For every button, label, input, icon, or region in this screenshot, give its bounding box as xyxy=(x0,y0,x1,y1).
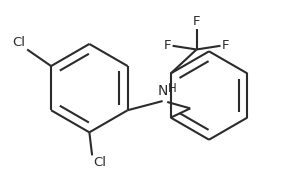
Text: F: F xyxy=(193,15,200,28)
Text: F: F xyxy=(164,39,172,52)
Text: N: N xyxy=(158,84,168,98)
Text: F: F xyxy=(221,39,229,52)
Text: H: H xyxy=(168,82,177,95)
Text: Cl: Cl xyxy=(12,36,25,49)
Text: Cl: Cl xyxy=(93,156,106,169)
